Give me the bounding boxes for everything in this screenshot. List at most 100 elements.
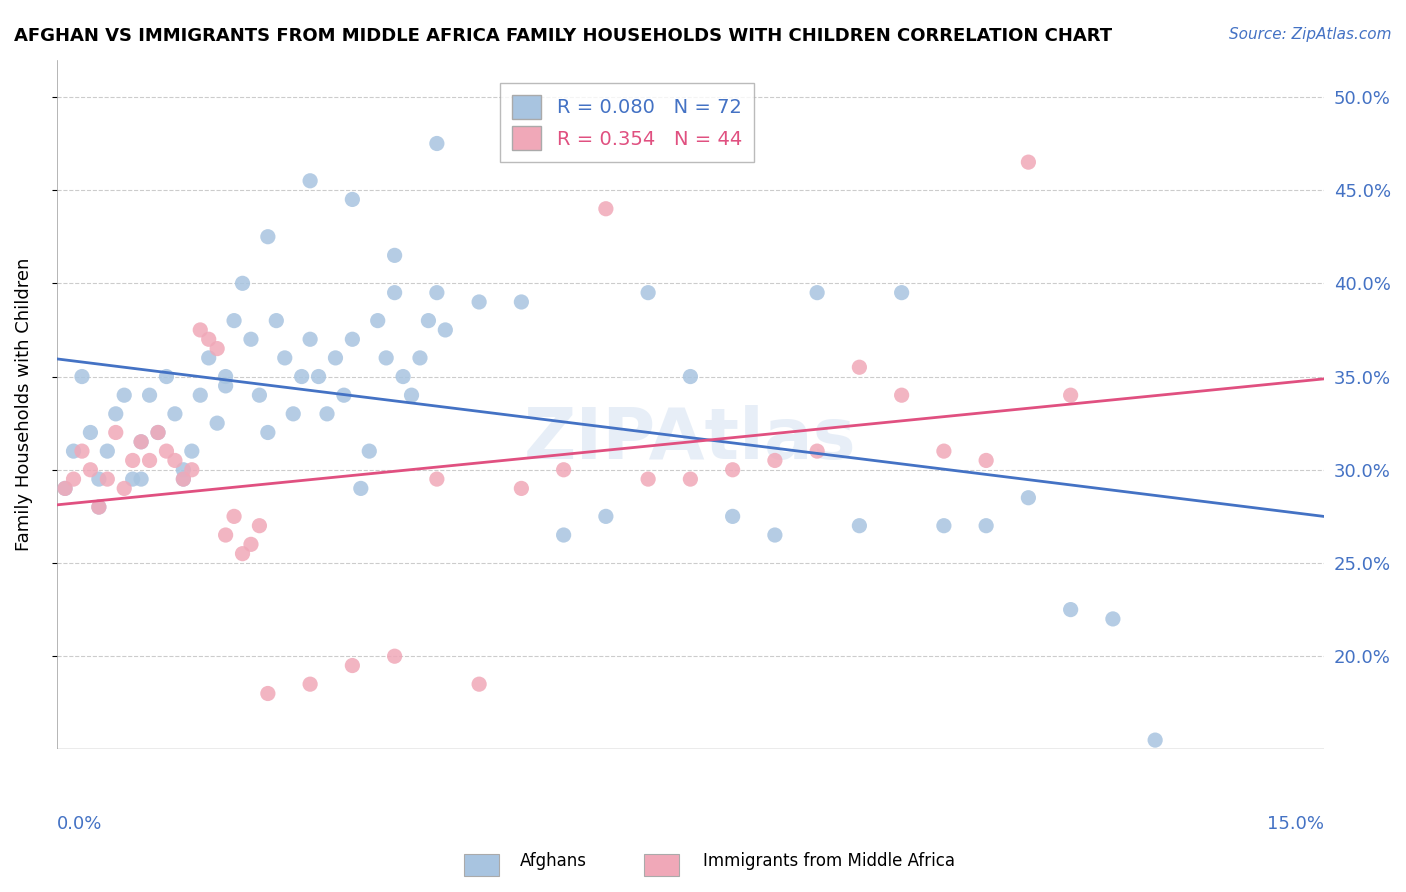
Point <box>62 472 84 486</box>
Point <box>70 369 93 384</box>
Text: AFGHAN VS IMMIGRANTS FROM MIDDLE AFRICA FAMILY HOUSEHOLDS WITH CHILDREN CORRELAT: AFGHAN VS IMMIGRANTS FROM MIDDLE AFRICA … <box>14 27 1112 45</box>
Point <box>79 463 101 477</box>
Point <box>553 528 575 542</box>
Point <box>249 518 271 533</box>
Point <box>553 463 575 477</box>
Point <box>257 686 280 700</box>
Point <box>384 248 406 262</box>
Point <box>205 342 228 356</box>
Point <box>249 388 271 402</box>
Point <box>299 677 322 691</box>
Point <box>401 388 423 402</box>
Point <box>932 518 955 533</box>
Point <box>468 677 491 691</box>
Point <box>163 407 186 421</box>
Point <box>418 313 440 327</box>
Point <box>890 388 912 402</box>
Point <box>375 351 398 365</box>
Point <box>53 482 76 496</box>
Point <box>146 425 169 440</box>
Point <box>510 482 533 496</box>
Point <box>96 444 118 458</box>
Point <box>1059 388 1081 402</box>
Point <box>112 388 135 402</box>
Point <box>409 351 432 365</box>
Point <box>763 528 786 542</box>
Point <box>129 434 152 449</box>
Point <box>308 369 330 384</box>
Point <box>214 528 236 542</box>
Point <box>468 295 491 310</box>
Point <box>342 658 364 673</box>
Point <box>129 472 152 486</box>
Point <box>112 482 135 496</box>
Point <box>848 360 870 375</box>
Point <box>679 369 702 384</box>
Point <box>121 472 143 486</box>
Point <box>342 332 364 346</box>
Point <box>721 509 744 524</box>
Point <box>87 500 110 514</box>
FancyBboxPatch shape <box>644 854 679 876</box>
Point <box>434 323 457 337</box>
Point <box>350 482 373 496</box>
Point <box>367 313 389 327</box>
Point <box>121 453 143 467</box>
Text: 0.0%: 0.0% <box>56 814 103 833</box>
Point <box>510 295 533 310</box>
Point <box>87 500 110 514</box>
Point <box>679 472 702 486</box>
Point <box>155 444 177 458</box>
Point <box>426 472 449 486</box>
Point <box>62 444 84 458</box>
Point <box>205 416 228 430</box>
Point <box>806 444 828 458</box>
Point <box>188 388 211 402</box>
Point <box>231 277 253 291</box>
Point <box>197 332 219 346</box>
Point <box>384 649 406 664</box>
Point <box>299 332 322 346</box>
Point <box>333 388 356 402</box>
Point <box>1059 602 1081 616</box>
Point <box>172 463 194 477</box>
Point <box>239 537 262 551</box>
Point <box>266 313 288 327</box>
Point <box>239 332 262 346</box>
Point <box>214 379 236 393</box>
Point <box>138 453 160 467</box>
Text: Afghans: Afghans <box>520 852 588 870</box>
Point <box>932 444 955 458</box>
Point <box>172 472 194 486</box>
Point <box>188 323 211 337</box>
Point <box>214 369 236 384</box>
Point <box>274 351 297 365</box>
Point <box>426 136 449 151</box>
Point <box>231 547 253 561</box>
Point <box>595 202 617 216</box>
Point <box>763 453 786 467</box>
Point <box>257 425 280 440</box>
Point <box>1017 155 1039 169</box>
Point <box>1102 612 1125 626</box>
Point <box>53 482 76 496</box>
Point <box>172 472 194 486</box>
Point <box>87 472 110 486</box>
Point <box>384 285 406 300</box>
Point <box>316 407 339 421</box>
Point <box>222 313 245 327</box>
Point <box>146 425 169 440</box>
Point <box>257 229 280 244</box>
Y-axis label: Family Households with Children: Family Households with Children <box>15 258 32 551</box>
Point <box>70 444 93 458</box>
Point <box>222 509 245 524</box>
Point <box>595 509 617 524</box>
Point <box>180 444 202 458</box>
Point <box>155 369 177 384</box>
Point <box>1144 733 1167 747</box>
Point <box>637 285 659 300</box>
Point <box>1017 491 1039 505</box>
Point <box>180 463 202 477</box>
Point <box>163 453 186 467</box>
Point <box>96 472 118 486</box>
